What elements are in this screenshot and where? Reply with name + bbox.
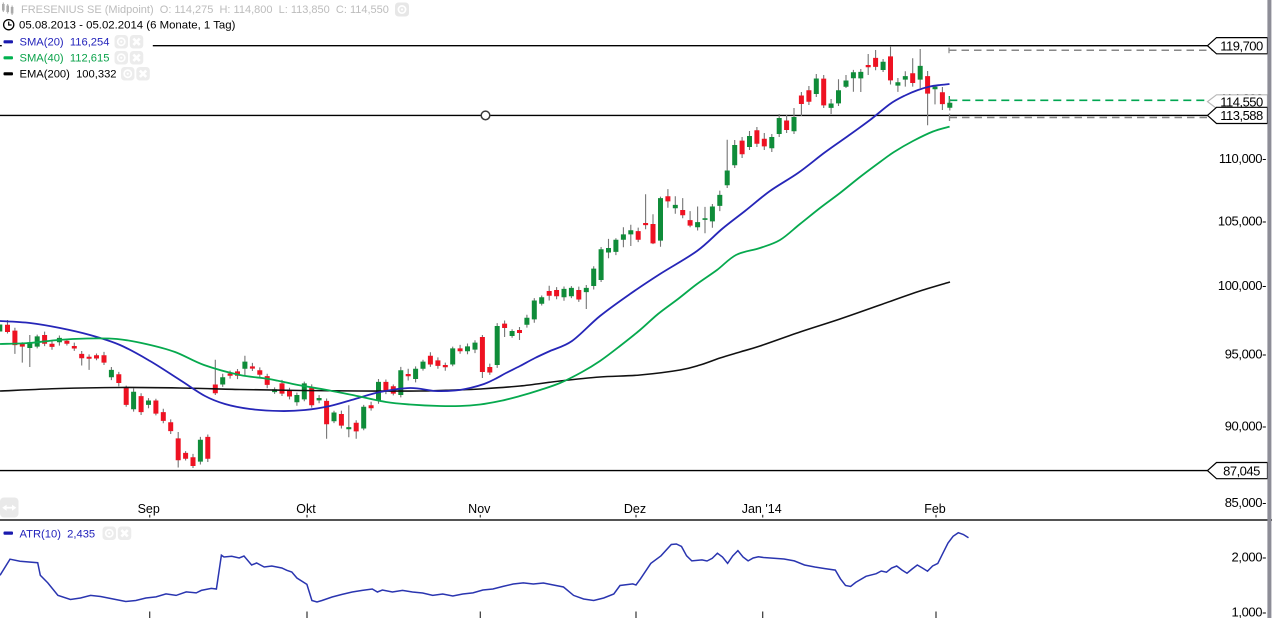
svg-text:95,000-: 95,000- [1225, 347, 1266, 362]
svg-text:Jan '14: Jan '14 [742, 502, 782, 516]
svg-text:SMA(20) 116,254: SMA(20) 116,254 [20, 37, 110, 49]
svg-text:90,000-: 90,000- [1225, 419, 1266, 434]
svg-text:Dez: Dez [624, 502, 646, 516]
svg-text:119,700: 119,700 [1220, 38, 1263, 53]
svg-text:114,800: 114,800 [1220, 91, 1263, 106]
svg-text:1,000-: 1,000- [1232, 605, 1267, 618]
svg-text:113,588: 113,588 [1220, 108, 1263, 123]
svg-text:ATR(10) 2,435: ATR(10) 2,435 [20, 528, 96, 540]
svg-text:87,045: 87,045 [1223, 463, 1260, 478]
svg-text:2,000-: 2,000- [1232, 550, 1267, 565]
svg-text:105,000-: 105,000- [1218, 214, 1266, 229]
svg-text:05.08.2013 - 05.02.2014 (6 Mon: 05.08.2013 - 05.02.2014 (6 Monate, 1 Tag… [19, 20, 236, 32]
svg-text:114,550: 114,550 [1220, 94, 1263, 109]
svg-text:110,000-: 110,000- [1219, 151, 1266, 166]
svg-text:SMA(40) 112,615: SMA(40) 112,615 [20, 53, 110, 65]
svg-text:85,000-: 85,000- [1225, 495, 1266, 510]
svg-text:Sep: Sep [138, 502, 160, 516]
svg-text:Okt: Okt [296, 502, 316, 516]
svg-text:EMA(200) 100,332: EMA(200) 100,332 [20, 69, 117, 81]
svg-text:100,000-: 100,000- [1218, 278, 1266, 293]
svg-text:Nov: Nov [468, 502, 491, 516]
svg-text:Feb: Feb [924, 502, 946, 516]
svg-text:FRESENIUS SE (Midpoint) O: 11: FRESENIUS SE (Midpoint) O: 114,275 H: 11… [21, 4, 389, 16]
